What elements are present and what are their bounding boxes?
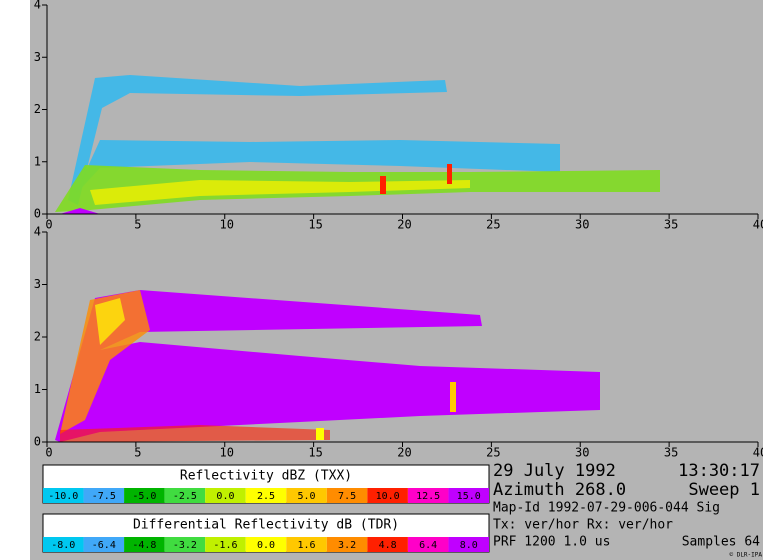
colorbar-label: -1.6 — [213, 540, 237, 551]
samples: Samples 64 — [682, 535, 760, 550]
colorbar-label: -4.8 — [132, 540, 156, 551]
colorbar-cell — [164, 537, 206, 552]
x-tick-label: 5 — [134, 446, 141, 460]
colorbar-label: 6.4 — [419, 540, 437, 551]
colorbar-label: 2.5 — [257, 491, 275, 502]
colorbar-cell — [407, 488, 449, 503]
colorbar-label: 3.2 — [338, 540, 356, 551]
colorbar-cell — [367, 488, 408, 503]
colorbar-label: -8.0 — [51, 540, 75, 551]
x-tick-label: 35 — [664, 218, 678, 232]
y-tick-label: 2 — [34, 102, 41, 116]
colorbar-cell — [245, 488, 287, 503]
colorbar-cell — [124, 488, 165, 503]
azimuth: Azimuth 268.0 — [493, 480, 626, 500]
y-tick-label: 4 — [34, 225, 41, 239]
y-tick-label: 1 — [34, 154, 41, 168]
x-tick-label: 15 — [308, 218, 322, 232]
colorbar-label: -6.4 — [92, 540, 116, 551]
colorbar-cell — [286, 537, 327, 552]
x-tick-label: 35 — [664, 446, 678, 460]
y-tick-label: 3 — [34, 277, 41, 291]
colorbar-cell — [326, 488, 368, 503]
colorbar-label: 4.8 — [379, 540, 397, 551]
prf: PRF 1200 1.0 us — [493, 535, 610, 550]
colorbar-cell — [124, 537, 165, 552]
colorbar-label: -5.0 — [132, 491, 156, 502]
colorbar-label: 8.0 — [460, 540, 478, 551]
colorbar-label: -3.2 — [173, 540, 197, 551]
colorbar-label: 0.0 — [216, 491, 234, 502]
colorbar-cell — [286, 488, 327, 503]
colorbar-label: -2.5 — [173, 491, 197, 502]
colorbar-cell — [245, 537, 287, 552]
colorbar-label: 7.5 — [338, 491, 356, 502]
colorbar-cell — [326, 537, 368, 552]
x-tick-label: 40 — [753, 446, 763, 460]
colorbar-title: Reflectivity dBZ (TXX) — [180, 469, 352, 484]
x-tick-label: 25 — [486, 218, 500, 232]
colorbar-label: 5.0 — [298, 491, 316, 502]
x-tick-label: 30 — [575, 446, 589, 460]
copyright: © DLR-IPA — [729, 552, 762, 559]
date: 29 July 1992 — [493, 461, 616, 481]
x-tick-label: 40 — [753, 218, 763, 232]
y-tick-label: 0 — [34, 435, 41, 449]
time: 13:30:17 — [678, 461, 760, 481]
map-id: Map-Id 1992-07-29-006-044 Sig — [493, 501, 720, 516]
x-tick-label: 25 — [486, 446, 500, 460]
sweep: Sweep 1 — [688, 480, 760, 500]
echo-field-top — [55, 75, 660, 214]
colorbar-cell — [83, 488, 125, 503]
colorbar-cell — [43, 537, 84, 552]
x-tick-label: 10 — [220, 218, 234, 232]
colorbar-cell — [367, 537, 408, 552]
x-tick-label: 20 — [397, 218, 411, 232]
x-tick-label: 0 — [45, 218, 52, 232]
colorbar-title: Differential Reflectivity dB (TDR) — [133, 518, 399, 533]
y-tick-label: 1 — [34, 382, 41, 396]
x-tick-label: 10 — [220, 446, 234, 460]
colorbar-label: 1.6 — [298, 540, 316, 551]
colorbar-cell — [205, 537, 246, 552]
colorbar-cell — [448, 488, 489, 503]
y-tick-label: 4 — [34, 0, 41, 12]
x-tick-label: 5 — [134, 218, 141, 232]
x-tick-label: 30 — [575, 218, 589, 232]
colorbar-cell — [43, 488, 84, 503]
colorbar-cell — [407, 537, 449, 552]
colorbar-cell — [205, 488, 246, 503]
colorbar-cell — [448, 537, 489, 552]
tx-rx: Tx: ver/hor Rx: ver/hor — [493, 518, 673, 533]
y-tick-label: 2 — [34, 330, 41, 344]
y-tick-label: 0 — [34, 207, 41, 221]
x-tick-label: 15 — [308, 446, 322, 460]
colorbar-label: 10.0 — [376, 491, 400, 502]
colorbar-label: -7.5 — [92, 491, 116, 502]
colorbar-cell — [164, 488, 206, 503]
x-tick-label: 0 — [45, 446, 52, 460]
colorbar-label: 15.0 — [457, 491, 481, 502]
y-tick-label: 3 — [34, 50, 41, 64]
colorbar-label: -10.0 — [48, 491, 78, 502]
colorbar-label: 0.0 — [257, 540, 275, 551]
colorbar-cell — [83, 537, 125, 552]
x-tick-label: 20 — [397, 446, 411, 460]
echo-field-bottom — [55, 290, 600, 442]
colorbar-label: 12.5 — [416, 491, 440, 502]
